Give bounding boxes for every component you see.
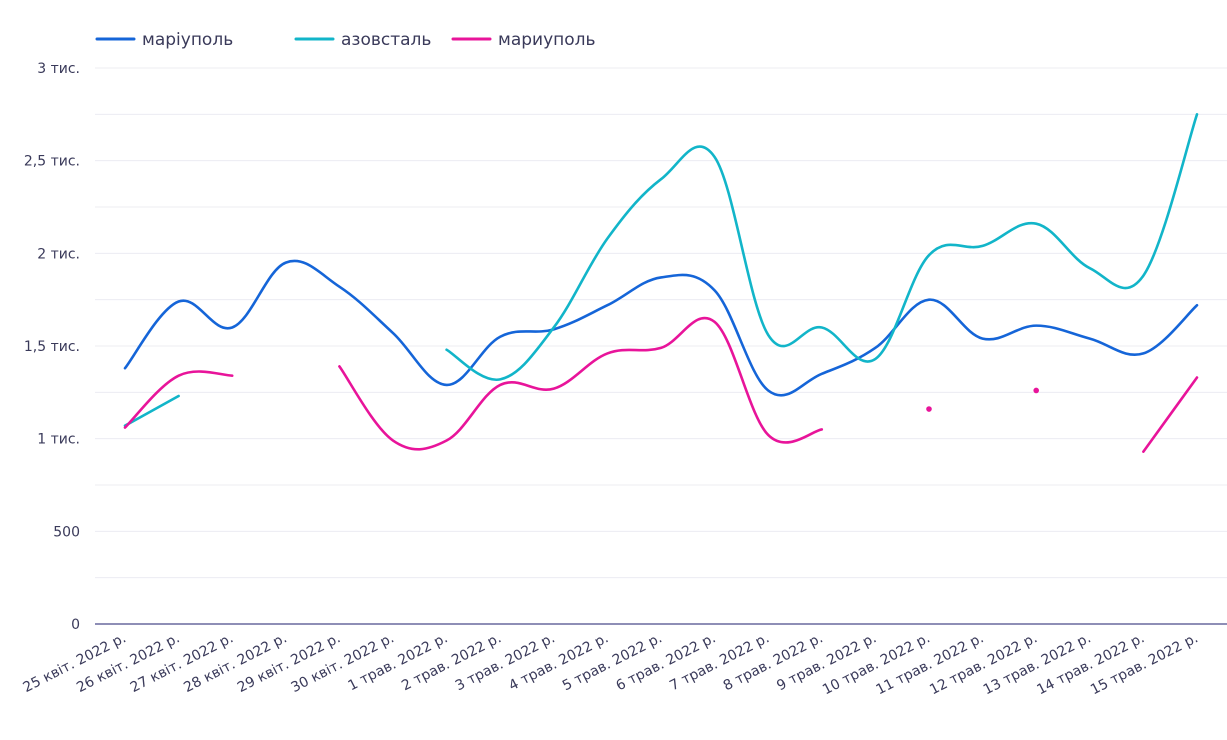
series-3 [123, 316, 1199, 453]
series-line-segment [1142, 376, 1199, 453]
y-tick-label: 1,5 тис. [24, 339, 80, 355]
series-point [1033, 387, 1039, 394]
y-tick-label: 2,5 тис. [24, 154, 80, 170]
legend: маріуполь азовсталь мариуполь [95, 30, 596, 50]
y-tick-label: 3 тис. [37, 61, 80, 77]
y-axis-ticks: 0 500 1 тис. 1,5 тис. 2 тис. 2,5 тис. 3 тис. [24, 61, 80, 633]
y-tick-label: 500 [53, 524, 80, 540]
y-tick-label: 2 тис. [37, 246, 80, 262]
x-axis-ticks: 25 квіт. 2022 р.26 квіт. 2022 р.27 квіт.… [21, 630, 1201, 698]
legend-item: маріуполь [95, 30, 233, 50]
y-tick-label: 0 [71, 617, 80, 633]
y-tick-label: 1 тис. [37, 432, 80, 448]
series-lines [123, 113, 1199, 453]
series-line-segment [338, 316, 824, 451]
grid [95, 67, 1227, 625]
series-line-segment [445, 113, 1199, 381]
legend-item: азовсталь [294, 30, 431, 50]
series-line-segment [123, 394, 180, 427]
series-line-segment [123, 259, 1199, 397]
legend-label: азовсталь [341, 30, 431, 50]
legend-label: маріуполь [142, 30, 233, 50]
series-line-segment [123, 370, 234, 429]
legend-item: мариуполь [451, 30, 596, 50]
series-point [926, 406, 932, 412]
series-1 [123, 259, 1199, 397]
legend-label: мариуполь [498, 30, 596, 50]
